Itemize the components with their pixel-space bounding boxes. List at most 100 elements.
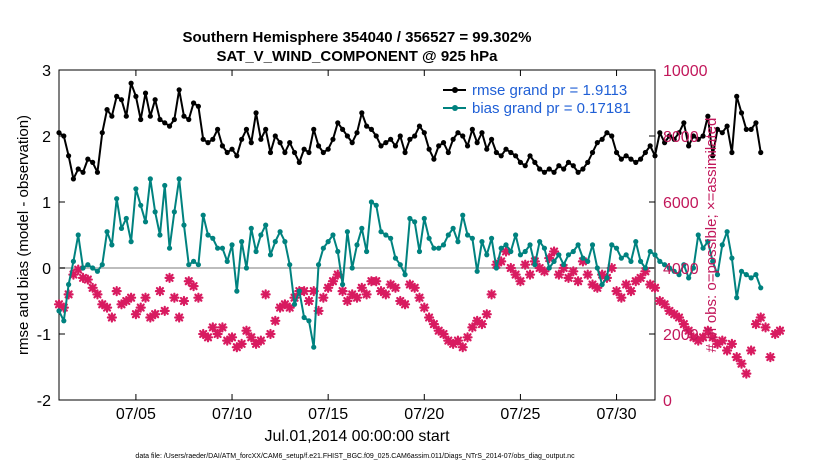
bias-point — [253, 248, 259, 255]
rmse-point — [104, 107, 110, 113]
rmse-point — [243, 126, 250, 132]
bias-point — [109, 242, 115, 248]
bias-point — [162, 182, 168, 189]
rmse-point — [99, 130, 105, 136]
obs-marker — [462, 332, 473, 343]
obs-marker — [92, 289, 103, 300]
obs-marker — [750, 319, 762, 330]
rmse-point — [710, 153, 716, 159]
obs-marker — [741, 368, 752, 379]
bias-point — [474, 268, 480, 274]
bias-point — [416, 248, 423, 255]
rmse-point — [56, 130, 62, 136]
rmse-point — [440, 140, 447, 146]
bias-point — [339, 281, 346, 288]
obs-marker — [423, 312, 435, 323]
rmse-point — [407, 136, 413, 142]
rmse-point — [479, 130, 485, 136]
obs-marker — [625, 286, 637, 297]
bias-point — [431, 245, 437, 251]
rmse-point — [311, 126, 317, 132]
bias-point — [421, 215, 427, 222]
bias-point — [70, 258, 77, 264]
bias-point — [330, 232, 336, 238]
bias-point — [335, 248, 341, 255]
obs-marker — [164, 272, 175, 283]
bias-point — [686, 275, 692, 281]
left-tick-label: -1 — [37, 327, 51, 344]
bias-point — [128, 239, 134, 245]
bias-point — [513, 232, 519, 238]
bias-point — [66, 281, 72, 288]
bias-point — [527, 242, 533, 248]
bias-point — [469, 235, 475, 241]
bias-point — [719, 242, 725, 248]
rmse-point — [335, 120, 341, 126]
bias-point — [613, 245, 620, 251]
rmse-point — [662, 140, 668, 146]
bias-point — [186, 262, 192, 268]
obs-marker — [520, 259, 531, 270]
rmse-point — [436, 143, 442, 149]
obs-marker — [178, 295, 190, 307]
obs-marker — [217, 322, 228, 333]
bias-point — [758, 285, 764, 291]
rmse-point — [426, 146, 432, 152]
bias-point — [743, 272, 749, 278]
bias-point — [248, 225, 254, 231]
obs-marker — [255, 335, 266, 346]
bias-point — [114, 196, 120, 202]
bias-point — [152, 209, 158, 215]
rmse-point — [513, 153, 519, 159]
bias-point — [570, 248, 576, 255]
rmse-point — [642, 149, 648, 156]
obs-marker — [371, 276, 382, 287]
rmse-point — [171, 116, 177, 123]
rmse-point — [138, 116, 144, 123]
rmse-point — [368, 126, 375, 132]
bias-point — [118, 225, 125, 231]
obs-marker — [707, 332, 718, 343]
obs-marker — [760, 322, 771, 333]
rmse-point — [258, 136, 264, 142]
obs-marker — [342, 295, 353, 307]
rmse-point — [690, 133, 697, 139]
rmse-point — [633, 159, 639, 165]
bias-point — [157, 232, 163, 238]
rmse-point — [118, 97, 125, 103]
bias-point — [123, 215, 129, 222]
rmse-point — [344, 133, 350, 139]
rmse-point — [142, 90, 149, 96]
bias-point — [662, 262, 668, 268]
right-tick-label: 6000 — [663, 195, 699, 212]
obs-marker — [649, 282, 661, 293]
bias-point — [412, 219, 418, 225]
bias-point — [306, 318, 312, 324]
obs-marker — [332, 269, 343, 280]
rmse-point — [181, 113, 187, 119]
rmse-point — [455, 130, 461, 136]
bias-point — [714, 272, 721, 278]
bias-point — [166, 245, 173, 251]
bias-point — [599, 281, 605, 288]
rmse-point — [585, 159, 591, 165]
bias-point — [522, 248, 528, 255]
bias-point — [133, 186, 139, 192]
rmse-point — [248, 140, 254, 146]
obs-marker — [308, 286, 319, 297]
chart-title-line2: SAT_V_WIND_COMPONENT @ 925 hPa — [216, 48, 498, 65]
obs-marker — [621, 279, 632, 290]
bias-point — [349, 265, 355, 271]
rmse-point — [378, 143, 384, 149]
rmse-point — [128, 80, 134, 86]
rmse-point — [402, 149, 408, 156]
obs-marker — [323, 282, 334, 293]
rmse-point — [705, 113, 711, 119]
obs-marker — [318, 292, 329, 303]
bias-point — [90, 265, 96, 271]
rmse-point — [354, 130, 360, 136]
rmse-point — [474, 140, 480, 146]
obs-marker — [500, 246, 512, 257]
bias-point — [450, 225, 456, 231]
data-file-footnote: data file: /Users/raeder/DAI/ATM_forcXX/… — [135, 453, 575, 460]
